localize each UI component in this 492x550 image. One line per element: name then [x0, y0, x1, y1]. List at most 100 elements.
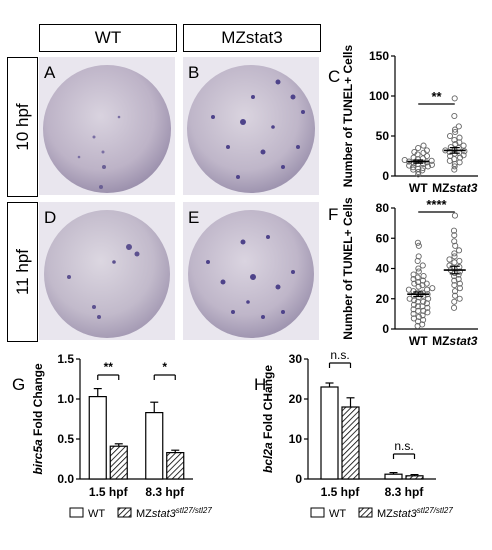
chart-f-point-0-38 [410, 276, 417, 283]
chart-f-point-0-7 [410, 310, 417, 317]
chart-c-point-1-20 [451, 136, 458, 144]
panel-letter-f: F [328, 205, 339, 224]
chart-f-ylabel: Number of TUNEL+ Cells [341, 197, 355, 340]
header-mzstat3: MZstat3 [183, 24, 321, 52]
legend-h-swatch-mz [358, 507, 373, 518]
embryo-a-image [43, 65, 171, 193]
chart-f-point-1-13 [456, 268, 463, 275]
chart-c-point-0-26 [420, 142, 427, 149]
chart-h-ytick-label-2: 20 [289, 392, 303, 406]
chart-h-ylabel-italic: bcl2a [261, 442, 275, 473]
chart-h-sig-label-1: n.s. [394, 439, 413, 453]
legend-h-label-mz: MZstat3stl27/stl27 [377, 506, 453, 520]
chart-f-point-1-24 [452, 242, 459, 249]
chart-f-point-1-11 [455, 271, 462, 278]
chart-c-point-1-18 [452, 140, 459, 148]
chart-f-point-0-20 [425, 295, 432, 302]
chart-h-xlabel-1: 8.3 hpf [385, 485, 425, 499]
chart-f-point-0-48 [414, 239, 421, 246]
chart-f-point-1-21 [451, 253, 458, 260]
legend-h-swatch-wt [310, 507, 325, 518]
chart-c-point-1-5 [451, 156, 458, 163]
chart-f-point-0-21 [406, 295, 413, 302]
chart-f-point-1-22 [451, 250, 458, 257]
chart-c-point-0-6 [409, 164, 417, 171]
chart-f-point-0-30 [405, 286, 412, 293]
chart-h-bar-0-1 [341, 406, 360, 480]
header-wt: WT [39, 24, 177, 52]
chart-f-point-1-0 [450, 304, 458, 311]
chart-h-bar-0-0 [320, 386, 339, 480]
chart-f-point-0-46 [415, 253, 422, 260]
legend-g-label-mz: MZstat3stl27/stl27 [136, 506, 212, 520]
legend-g-label-wt: WT [88, 508, 105, 520]
chart-g-ylabel: birc5a Fold Change [31, 363, 45, 475]
chart-c-point-0-9 [428, 161, 435, 168]
chart-g-bar-0-0 [88, 396, 107, 480]
micrograph-e [183, 202, 319, 340]
chart-f-point-0-45 [414, 257, 421, 264]
chart-f-point-1-25 [451, 238, 458, 245]
chart-f-point-0-35 [423, 280, 430, 287]
chart-f-xlabel-0: WT [409, 334, 428, 348]
chart-f-point-1-1 [451, 298, 458, 305]
chart-f-ytick-label-3: 60 [376, 231, 390, 245]
chart-f-point-1-26 [451, 232, 458, 239]
panel-letter-h: H [254, 375, 267, 394]
chart-f-point-1-2 [456, 295, 463, 302]
chart-c-ytick-label-0: 0 [382, 169, 389, 183]
chart-f-point-0-47 [415, 242, 422, 249]
chart-g-ytick-label-2: 1.0 [57, 392, 74, 406]
chart-f-point-0-1 [419, 321, 426, 328]
row-label-11hpf: 11 hpf [7, 202, 38, 342]
chart-f-point-1-28 [451, 212, 458, 219]
chart-f-point-0-8 [424, 309, 431, 316]
chart-f-point-0-5 [415, 313, 422, 320]
chart-f-point-0-41 [410, 271, 417, 278]
chart-c-point-1-24 [451, 126, 459, 133]
chart-c-point-0-8 [406, 162, 413, 169]
chart-c-point-1-17 [460, 142, 467, 149]
chart-c-ytick-label-3: 150 [369, 49, 389, 63]
chart-f-point-1-20 [446, 256, 453, 263]
chart-f-point-0-40 [420, 273, 427, 280]
chart-f-xlabel-1-prefix: MZ [432, 334, 449, 348]
row-label-10hpf: 10 hpf [7, 57, 38, 197]
chart-f-point-0-32 [415, 283, 422, 290]
chart-g-ytick-label-3: 1.5 [57, 352, 74, 366]
chart-c-sig-label: ** [431, 89, 442, 104]
chart-h-ylabel-rest: Fold CHange [261, 365, 275, 443]
chart-f-point-1-18 [451, 259, 458, 266]
chart-f-point-0-44 [419, 262, 426, 269]
chart-h-ylabel: bcl2a Fold CHange [261, 365, 275, 473]
panel-letter-d: D [44, 208, 57, 227]
chart-f-ytick-label-4: 80 [376, 201, 390, 215]
chart-f-point-0-3 [420, 316, 427, 323]
legend-g-mz-italic: stat3 [152, 508, 177, 520]
chart-c-point-0-25 [415, 144, 422, 152]
chart-c-point-1-25 [455, 123, 462, 130]
chart-h-bar-1-0 [384, 473, 403, 480]
legend-g-mz-prefix: MZ [136, 508, 152, 520]
chart-f-point-0-11 [410, 306, 417, 313]
legend-h-mz-sup: stl27/stl27 [417, 506, 454, 515]
chart-f-ytick-label-0: 0 [382, 322, 389, 336]
chart-g-xlabel-0: 1.5 hpf [89, 485, 129, 499]
chart-f-point-1-17 [446, 262, 453, 269]
chart-c-point-0-2 [419, 167, 426, 174]
chart-f-xlabel-1-italic: stat3 [449, 334, 477, 348]
chart-c-point-0-16 [401, 156, 408, 164]
panel-letter-a: A [44, 63, 56, 82]
chart-g-bar-1-1 [166, 452, 185, 480]
chart-f-point-0-29 [423, 286, 431, 293]
chart-f-point-0-27 [419, 289, 426, 296]
chart-c-point-1-21 [456, 134, 463, 141]
chart-f-point-0-18 [420, 298, 427, 305]
chart-f-point-0-31 [429, 285, 436, 292]
legend-h-mz-italic: stat3 [393, 508, 418, 520]
chart-c-point-0-7 [424, 163, 432, 170]
chart-c-point-1-27 [451, 95, 458, 102]
legend-h-mz-prefix: MZ [377, 508, 393, 520]
chart-h-bar-1-1 [405, 475, 424, 480]
chart-f-sig-label: **** [426, 197, 447, 212]
